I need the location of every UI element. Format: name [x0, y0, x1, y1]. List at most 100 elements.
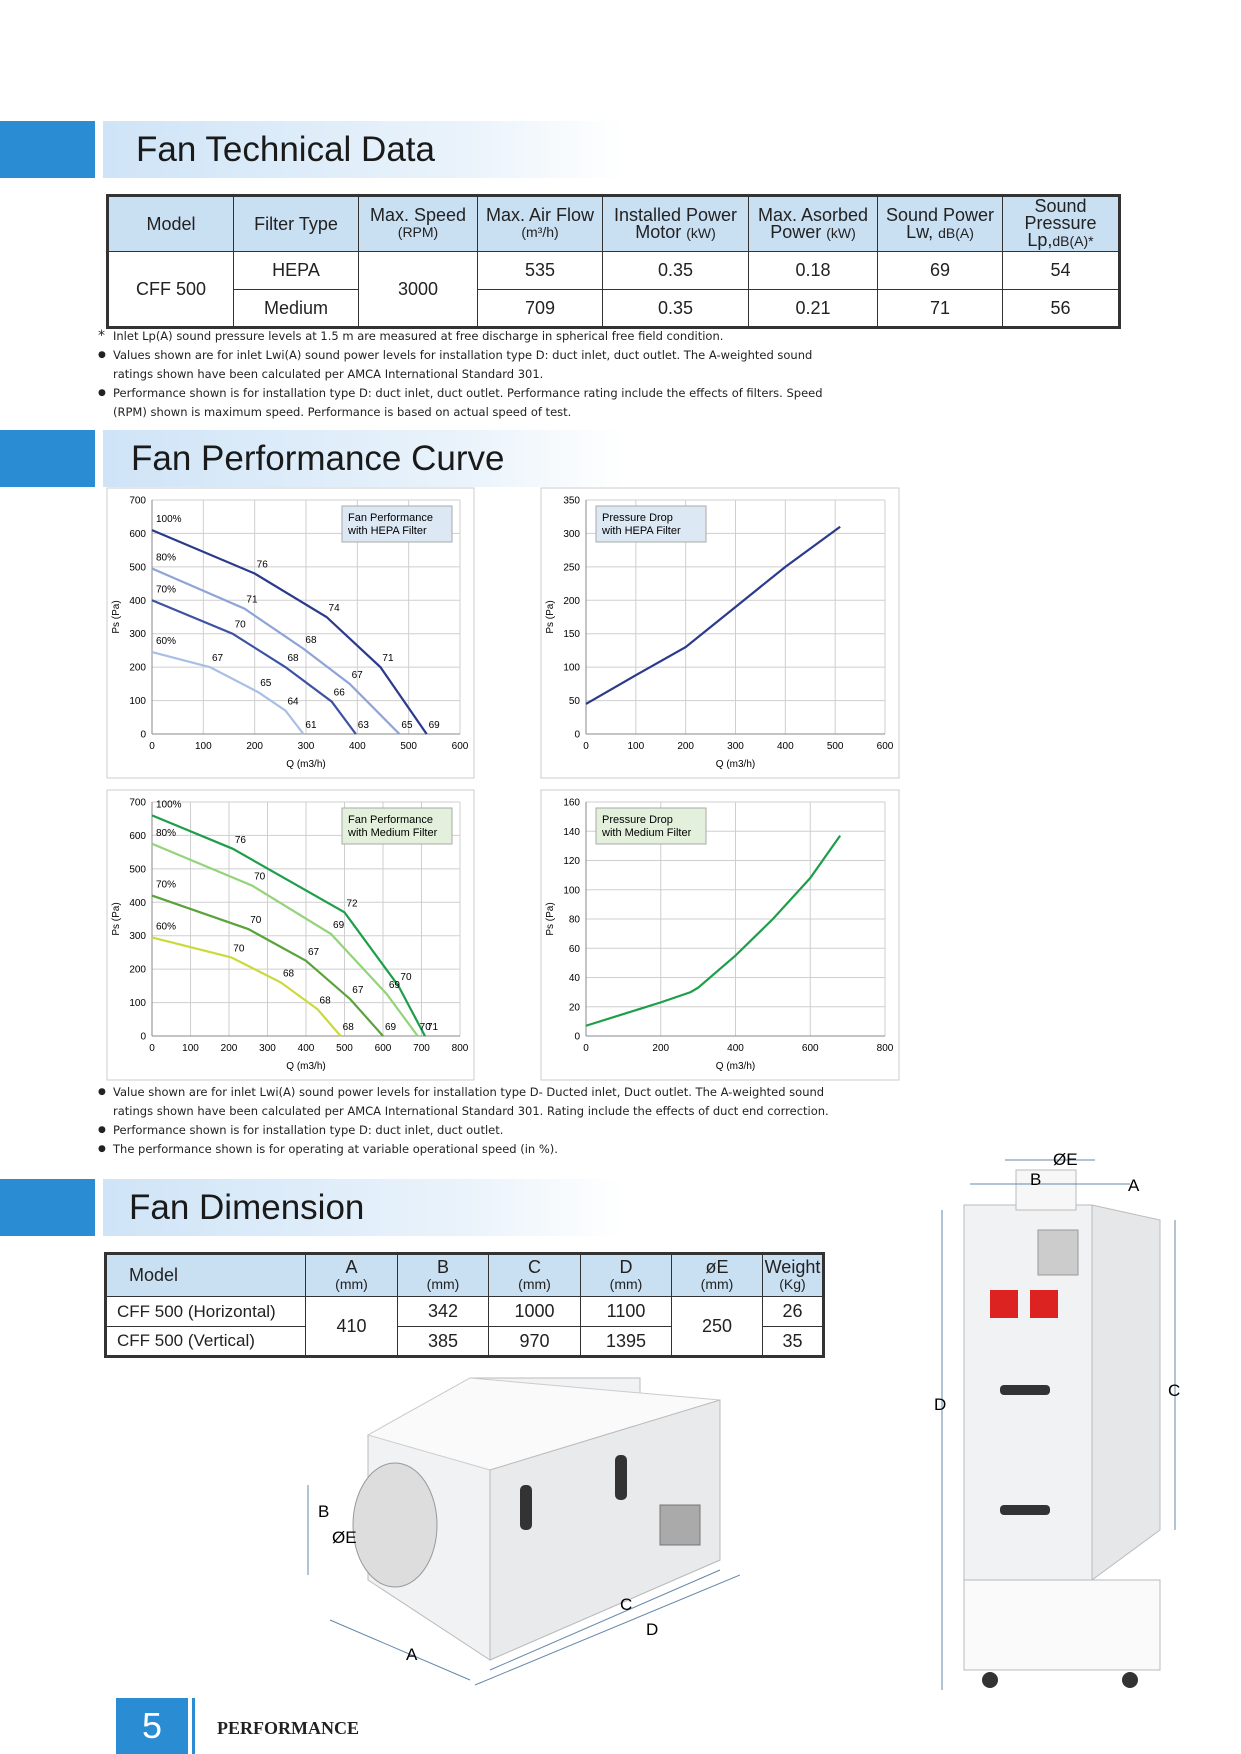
- y-tick-label: 400: [129, 898, 146, 909]
- wheel: [982, 1672, 998, 1688]
- page-number: 5: [116, 1698, 188, 1754]
- header-text: A: [345, 1256, 358, 1277]
- point-label: 65: [260, 678, 272, 689]
- dim-label: C: [1168, 1381, 1180, 1400]
- annotation: with Medium Filter: [601, 827, 692, 839]
- cell: 71: [877, 289, 1003, 328]
- cell: 342: [397, 1296, 489, 1327]
- dim-label: D: [646, 1620, 658, 1639]
- cell: 35: [762, 1326, 824, 1357]
- cell: 0.18: [748, 251, 878, 290]
- y-tick-label: 100: [129, 696, 146, 707]
- header-unit: dB(A)*: [1052, 233, 1094, 249]
- point-label: 68: [320, 995, 332, 1006]
- notes: Value shown are for inlet Lwi(A) sound p…: [98, 1083, 853, 1159]
- note: The performance shown is for operating a…: [98, 1140, 853, 1159]
- y-tick-label: 250: [563, 562, 580, 573]
- series-name: 80%: [156, 553, 176, 564]
- x-tick-label: 200: [652, 1043, 669, 1054]
- header-cell: øE (mm): [671, 1253, 763, 1297]
- curve: [151, 894, 384, 1037]
- header-text: Max. Speed: [369, 205, 467, 225]
- cell: CFF 500 (Vertical): [105, 1326, 306, 1357]
- curve: [151, 842, 419, 1037]
- y-tick-label: 300: [563, 529, 580, 540]
- series-name: 60%: [156, 921, 176, 932]
- x-tick-label: 400: [298, 1043, 315, 1054]
- y-tick-label: 160: [563, 798, 580, 809]
- handle: [615, 1455, 627, 1500]
- header-unit: (kW): [826, 224, 856, 241]
- x-tick-label: 300: [259, 1043, 276, 1054]
- handle: [1000, 1505, 1050, 1515]
- point-label: 71: [382, 653, 394, 664]
- footer-label: PERFORMANCE: [217, 1718, 359, 1738]
- dim-label: A: [406, 1645, 418, 1664]
- cell: 0.35: [602, 289, 749, 328]
- y-tick-label: 80: [569, 915, 581, 926]
- y-tick-label: 0: [140, 730, 146, 741]
- label: [1030, 1290, 1058, 1318]
- section-title: Fan Performance Curve: [131, 439, 505, 478]
- point-label: 67: [352, 670, 364, 681]
- note: Performance shown is for installation ty…: [98, 384, 853, 422]
- header-text: D: [619, 1256, 633, 1277]
- x-tick-label: 200: [221, 1043, 238, 1054]
- header-text: Max. Asorbed Power: [757, 204, 869, 242]
- header-cell: Model: [107, 195, 234, 252]
- x-tick-label: 100: [195, 741, 212, 752]
- header-unit: (mm): [335, 1275, 368, 1292]
- curve: [585, 525, 841, 705]
- x-axis-label: Q (m3/h): [286, 1061, 325, 1072]
- series-name: 70%: [156, 880, 176, 891]
- vertical-unit: ØE B A D C: [934, 1150, 1180, 1690]
- curve: [151, 599, 357, 735]
- footer-rule: [192, 1698, 195, 1754]
- point-label: 70: [235, 620, 247, 631]
- cell: HEPA: [233, 251, 359, 290]
- x-tick-label: 400: [777, 741, 794, 752]
- annotation: with HEPA Filter: [601, 525, 681, 537]
- curve: [151, 529, 428, 735]
- dim-table: Model A (mm) B (mm) C (mm) D (mm) øE (mm) Wei…: [104, 1252, 825, 1358]
- header-text: Weight: [764, 1256, 821, 1277]
- y-tick-label: 500: [129, 864, 146, 875]
- point-label: 70: [254, 872, 266, 883]
- x-axis-label: Q (m3/h): [716, 1061, 755, 1072]
- x-tick-label: 200: [677, 741, 694, 752]
- annotation-box: [341, 505, 453, 543]
- point-label: 66: [334, 688, 346, 699]
- point-label: 67: [308, 947, 320, 958]
- point-label: 72: [347, 898, 359, 909]
- annotation: Pressure Drop: [602, 814, 673, 826]
- y-tick-label: 700: [129, 496, 146, 507]
- cell: 0.35: [602, 251, 749, 290]
- cell: 0.21: [748, 289, 878, 328]
- cell: CFF 500: [107, 251, 234, 328]
- x-tick-label: 600: [802, 1043, 819, 1054]
- unit-side: [1091, 1204, 1161, 1581]
- x-tick-label: 600: [877, 741, 894, 752]
- x-tick-label: 300: [727, 741, 744, 752]
- point-label: 70: [233, 943, 245, 954]
- header-unit: (mm): [700, 1275, 734, 1292]
- annotation: Fan Performance: [348, 814, 433, 826]
- heading-block: [0, 430, 95, 487]
- header-cell: Max. Asorbed Power (kW): [748, 195, 878, 252]
- header-unit: (RPM): [397, 224, 439, 240]
- cell: 410: [305, 1296, 398, 1357]
- y-tick-label: 50: [569, 696, 581, 707]
- y-tick-label: 500: [129, 562, 146, 573]
- curve: [151, 936, 342, 1037]
- annotation: Fan Performance: [348, 512, 433, 524]
- duct-inlet: [1015, 1169, 1077, 1211]
- heading-band: [103, 430, 623, 487]
- heading-band: [103, 1179, 623, 1236]
- y-tick-label: 140: [563, 827, 580, 838]
- cell: 1395: [580, 1326, 672, 1357]
- y-tick-label: 200: [129, 965, 146, 976]
- header-cell: C (mm): [488, 1253, 581, 1297]
- x-tick-label: 0: [583, 1043, 589, 1054]
- dim-line: [489, 1569, 721, 1671]
- dim-label: C: [620, 1595, 632, 1614]
